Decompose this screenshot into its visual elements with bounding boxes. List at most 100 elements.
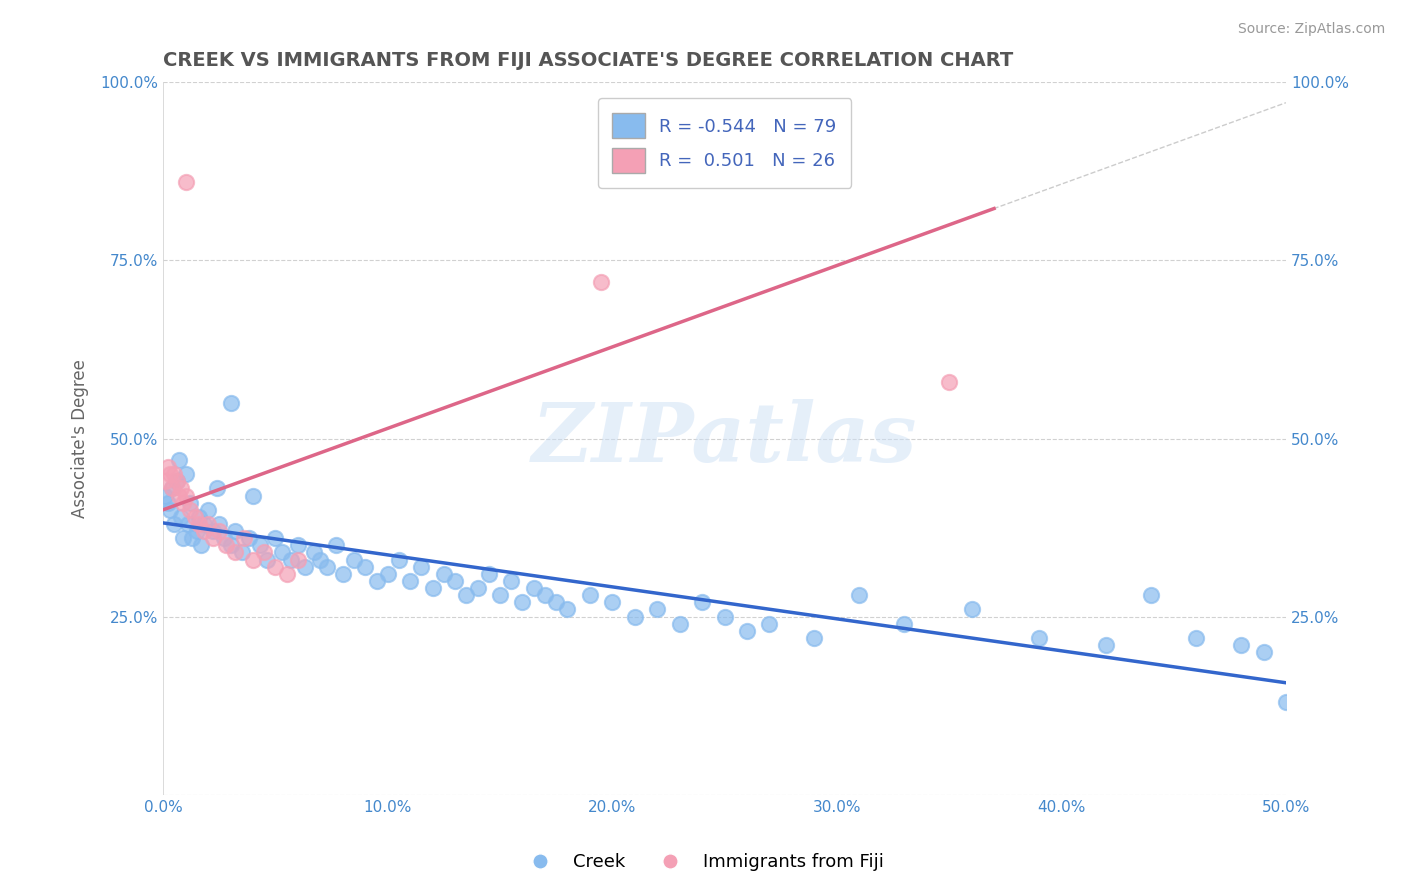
Point: [249, 538, 271, 552]
Point: [848, 588, 870, 602]
Point: [219, 396, 242, 410]
Point: [233, 531, 256, 545]
Point: [1185, 631, 1208, 645]
Point: [600, 595, 623, 609]
Point: [201, 531, 224, 545]
Point: [193, 516, 215, 531]
Point: [212, 531, 235, 545]
Point: [160, 482, 183, 496]
Point: [166, 475, 188, 489]
Point: [1028, 631, 1050, 645]
Point: [354, 559, 377, 574]
Point: [456, 588, 478, 602]
Point: [444, 574, 467, 588]
Point: [167, 453, 190, 467]
Point: [591, 275, 613, 289]
Point: [735, 624, 758, 638]
Point: [159, 502, 181, 516]
Point: [174, 175, 197, 189]
Point: [172, 495, 194, 509]
Point: [302, 545, 325, 559]
Point: [256, 552, 278, 566]
Point: [231, 545, 253, 559]
Point: [219, 538, 242, 552]
Point: [377, 566, 399, 581]
Point: [186, 524, 208, 538]
Point: [160, 482, 183, 496]
Point: [546, 595, 568, 609]
Point: [1275, 695, 1298, 709]
Y-axis label: Associate's Degree: Associate's Degree: [72, 359, 89, 518]
Point: [205, 482, 228, 496]
Point: [690, 595, 713, 609]
Point: [264, 531, 287, 545]
Point: [215, 538, 238, 552]
Point: [197, 516, 219, 531]
Point: [366, 574, 388, 588]
Point: [1253, 645, 1275, 659]
Point: [280, 552, 302, 566]
Point: [188, 509, 211, 524]
Point: [960, 602, 983, 616]
Point: [174, 489, 197, 503]
Point: [177, 516, 200, 531]
Point: [758, 616, 780, 631]
Point: [294, 559, 316, 574]
Point: [179, 502, 201, 516]
Point: [893, 616, 915, 631]
Point: [181, 531, 204, 545]
Point: [163, 467, 186, 482]
Point: [155, 475, 177, 489]
Point: [197, 502, 219, 516]
Point: [155, 489, 177, 503]
Point: [253, 545, 276, 559]
Point: [1230, 638, 1253, 652]
Point: [713, 609, 735, 624]
Point: [242, 552, 264, 566]
Point: [264, 559, 287, 574]
Point: [287, 552, 309, 566]
Point: [411, 559, 433, 574]
Text: CREEK VS IMMIGRANTS FROM FIJI ASSOCIATE'S DEGREE CORRELATION CHART: CREEK VS IMMIGRANTS FROM FIJI ASSOCIATE'…: [163, 51, 1014, 70]
Point: [208, 524, 231, 538]
Point: [467, 581, 489, 595]
Point: [179, 495, 201, 509]
Point: [422, 581, 444, 595]
Point: [489, 588, 512, 602]
Point: [193, 524, 215, 538]
Point: [224, 524, 246, 538]
Point: [156, 495, 179, 509]
Point: [523, 581, 546, 595]
Legend: R = -0.544   N = 79, R =  0.501   N = 26: R = -0.544 N = 79, R = 0.501 N = 26: [598, 98, 851, 187]
Point: [316, 559, 339, 574]
Point: [163, 516, 186, 531]
Text: ZIPatlas: ZIPatlas: [531, 399, 917, 478]
Point: [174, 467, 197, 482]
Point: [170, 509, 193, 524]
Point: [166, 475, 188, 489]
Point: [501, 574, 523, 588]
Point: [433, 566, 456, 581]
Point: [190, 538, 212, 552]
Point: [224, 545, 246, 559]
Point: [399, 574, 422, 588]
Text: Source: ZipAtlas.com: Source: ZipAtlas.com: [1237, 22, 1385, 37]
Point: [170, 482, 193, 496]
Point: [208, 516, 231, 531]
Point: [183, 509, 205, 524]
Point: [309, 552, 332, 566]
Point: [478, 566, 501, 581]
Point: [332, 566, 354, 581]
Point: [1140, 588, 1163, 602]
Point: [276, 566, 298, 581]
Point: [188, 516, 211, 531]
Point: [579, 588, 602, 602]
Point: [201, 524, 224, 538]
Point: [645, 602, 668, 616]
Point: [172, 531, 194, 545]
Point: [238, 531, 260, 545]
Point: [623, 609, 645, 624]
Point: [557, 602, 579, 616]
Point: [167, 489, 190, 503]
Point: [325, 538, 347, 552]
